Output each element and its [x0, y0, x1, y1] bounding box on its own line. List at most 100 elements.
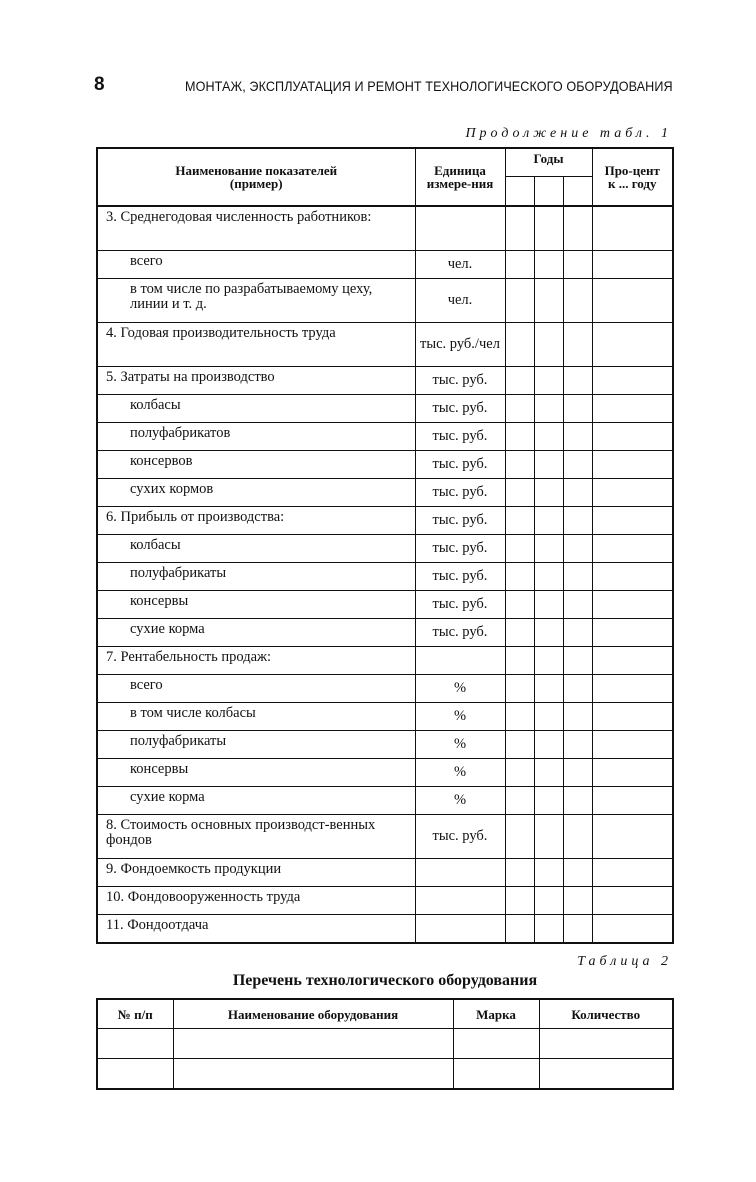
year-value-cell [562, 858, 593, 887]
header-years: Годы [504, 147, 593, 177]
unit-cell: тыс. руб. [414, 478, 506, 507]
year-value-cell [533, 786, 564, 815]
year-value-cell [562, 422, 593, 451]
percent-cell [591, 618, 674, 647]
header-number: № п/п [96, 998, 174, 1029]
table-row: колбасы тыс. руб. [96, 394, 674, 423]
year-value-cell [533, 646, 564, 675]
percent-cell [591, 914, 674, 944]
year-value-cell [562, 322, 593, 367]
header-quantity: Количество [538, 998, 674, 1029]
year-value-cell [562, 366, 593, 395]
percent-cell [591, 322, 674, 367]
equipment-table: № п/п Наименование оборудования Марка Ко… [96, 998, 674, 1090]
year-value-cell [533, 702, 564, 731]
unit-cell: тыс. руб. [414, 562, 506, 591]
unit-cell: % [414, 786, 506, 815]
year-value-cell [533, 590, 564, 619]
year-value-cell [562, 590, 593, 619]
unit-cell [414, 858, 506, 887]
indicator-name: сухие корма [96, 618, 416, 647]
table-row: сухие корма% [96, 786, 674, 815]
year-value-cell [533, 322, 564, 367]
percent-cell [591, 394, 674, 423]
table-row: 10. Фондовооруженность труда [96, 886, 674, 915]
unit-cell: % [414, 758, 506, 787]
year-value-cell [562, 506, 593, 535]
year-value-cell [533, 450, 564, 479]
indicator-name: 11. Фондоотдача [96, 914, 416, 944]
indicator-name: 4. Годовая производительность труда [96, 322, 416, 367]
header-brand: Марка [452, 998, 540, 1029]
percent-cell [591, 422, 674, 451]
year-value-cell [504, 618, 535, 647]
table-row: 5. Затраты на производство тыс. руб. [96, 366, 674, 395]
table2-title: Перечень технологического оборудования [232, 972, 538, 989]
year-value-cell [504, 730, 535, 759]
table-row: консервов тыс. руб. [96, 450, 674, 479]
percent-cell [591, 702, 674, 731]
year-value-cell [533, 758, 564, 787]
year-value-cell [504, 562, 535, 591]
year-value-cell [504, 814, 535, 859]
unit-cell [414, 646, 506, 675]
year-value-cell [562, 758, 593, 787]
table-row: в том числе колбасы% [96, 702, 674, 731]
indicator-name: 9. Фондоемкость продукции [96, 858, 416, 887]
indicator-name: 3. Среднегодовая численность работников: [96, 205, 416, 251]
year-value-cell [562, 534, 593, 563]
table-row: полуфабрикатов тыс. руб. [96, 422, 674, 451]
indicator-name: консервов [96, 450, 416, 479]
year-value-cell [533, 422, 564, 451]
year-value-cell [533, 250, 564, 279]
unit-cell: тыс. руб. [414, 618, 506, 647]
percent-cell [591, 858, 674, 887]
table-row: 6. Прибыль от производства: тыс. руб. [96, 506, 674, 535]
header-equipment-name: Наименование оборудования [172, 998, 454, 1029]
indicator-name: 6. Прибыль от производства: [96, 506, 416, 535]
table-row: 3. Среднегодовая численность работников: [96, 205, 674, 251]
year-value-cell [504, 702, 535, 731]
year-value-cell [562, 250, 593, 279]
year-cell [504, 176, 535, 207]
year-value-cell [504, 506, 535, 535]
unit-cell: тыс. руб./чел [414, 322, 506, 367]
percent-cell [591, 534, 674, 563]
indicator-name: 5. Затраты на производство [96, 366, 416, 395]
year-value-cell [562, 702, 593, 731]
indicator-name: полуфабрикатов [96, 422, 416, 451]
table-row: в том числе по разрабатываемому цеху, ли… [96, 278, 674, 323]
year-value-cell [504, 478, 535, 507]
year-value-cell [562, 674, 593, 703]
percent-cell [591, 730, 674, 759]
indicator-name: 10. Фондовооруженность труда [96, 886, 416, 915]
unit-cell [414, 914, 506, 944]
year-value-cell [504, 205, 535, 251]
year-value-cell [504, 914, 535, 944]
year-value-cell [533, 858, 564, 887]
year-value-cell [533, 886, 564, 915]
percent-cell [591, 250, 674, 279]
unit-cell [414, 205, 506, 251]
year-value-cell [533, 814, 564, 859]
year-cell [562, 176, 593, 207]
indicator-name: консервы [96, 590, 416, 619]
year-value-cell [504, 786, 535, 815]
table-row [96, 1058, 674, 1090]
year-value-cell [562, 478, 593, 507]
percent-cell [591, 646, 674, 675]
year-value-cell [533, 674, 564, 703]
table-row: 9. Фондоемкость продукции [96, 858, 674, 887]
percent-cell [591, 278, 674, 323]
unit-cell: тыс. руб. [414, 814, 506, 859]
table-row: полуфабрикаты тыс. руб. [96, 562, 674, 591]
year-value-cell [533, 394, 564, 423]
year-value-cell [562, 450, 593, 479]
indicator-name: полуфабрикаты [96, 730, 416, 759]
year-value-cell [533, 278, 564, 323]
year-value-cell [533, 205, 564, 251]
year-value-cell [533, 730, 564, 759]
percent-cell [591, 758, 674, 787]
year-value-cell [533, 618, 564, 647]
unit-cell [414, 886, 506, 915]
